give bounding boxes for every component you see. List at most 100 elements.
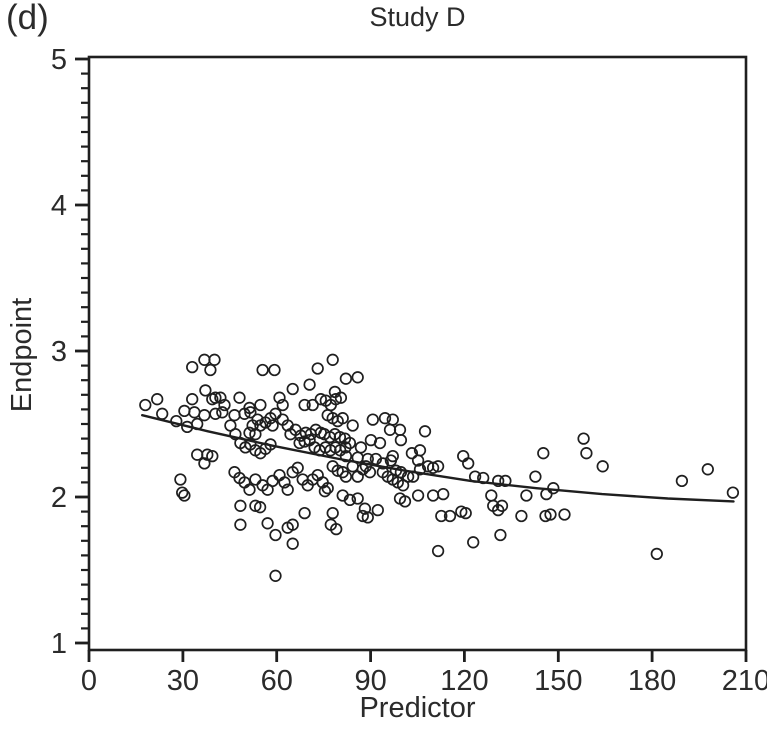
x-tick-label: 120	[440, 665, 488, 697]
data-point	[198, 409, 211, 422]
data-point	[329, 393, 342, 406]
data-point	[139, 398, 152, 412]
data-point	[273, 391, 286, 404]
data-point	[331, 464, 344, 477]
data-point	[218, 398, 231, 412]
data-point	[306, 398, 319, 412]
y-tick-label: 2	[51, 482, 67, 514]
data-point	[186, 360, 199, 374]
chart-title: Study D	[369, 2, 466, 32]
data-point	[339, 372, 353, 385]
data-point	[413, 463, 427, 476]
data-point	[336, 466, 349, 479]
data-point	[378, 412, 392, 425]
data-point	[243, 483, 256, 496]
data-point	[457, 449, 470, 463]
data-point	[726, 486, 740, 499]
data-point	[359, 460, 373, 473]
data-point	[431, 460, 445, 473]
trend-curve	[141, 414, 735, 503]
data-point	[246, 419, 259, 432]
data-point	[537, 447, 550, 460]
data-point	[393, 423, 407, 436]
data-point	[431, 544, 445, 558]
data-point	[291, 461, 304, 474]
data-point	[293, 436, 306, 450]
data-point	[238, 407, 251, 420]
data-point	[266, 419, 279, 432]
data-point	[233, 391, 246, 404]
figure-label: (d)	[6, 0, 49, 37]
data-points	[139, 353, 740, 582]
data-point	[156, 407, 169, 420]
data-point	[261, 517, 274, 530]
data-point	[376, 457, 389, 470]
data-point	[435, 509, 448, 523]
data-point	[228, 409, 241, 422]
data-point	[326, 353, 339, 366]
data-point	[176, 486, 189, 499]
data-point	[276, 398, 289, 412]
data-point	[178, 489, 191, 502]
data-point	[334, 391, 348, 404]
data-point	[386, 413, 399, 426]
data-point	[437, 487, 450, 501]
data-point	[186, 393, 199, 406]
data-point	[366, 413, 379, 426]
data-point	[339, 449, 353, 463]
data-point	[371, 503, 384, 517]
x-axis-title: Predictor	[359, 692, 476, 724]
data-point	[209, 407, 222, 420]
data-point	[405, 447, 419, 460]
data-point	[298, 398, 311, 412]
x-axis: 0 30 60 90 120 150 180 210	[81, 650, 767, 697]
data-point	[411, 489, 425, 502]
data-point	[204, 363, 217, 377]
y-tick-label: 3	[51, 336, 67, 368]
data-point	[494, 528, 507, 542]
data-point	[268, 363, 281, 377]
data-point	[351, 371, 364, 384]
x-tick-label: 180	[628, 665, 676, 697]
data-point	[529, 470, 542, 483]
data-point	[326, 506, 339, 520]
data-point	[492, 474, 505, 488]
y-tick-label: 1	[51, 628, 67, 660]
data-point	[462, 457, 475, 470]
data-point	[151, 393, 164, 406]
data-point	[278, 476, 291, 489]
data-point	[558, 508, 571, 521]
data-point	[495, 499, 509, 512]
data-point	[394, 433, 408, 447]
x-tick-label: 60	[261, 665, 293, 697]
data-point	[443, 509, 457, 523]
data-point	[459, 506, 472, 520]
plot-border	[87, 55, 748, 652]
data-point	[356, 509, 369, 523]
data-point	[580, 447, 593, 460]
data-point	[234, 499, 247, 512]
x-tick-label: 90	[354, 665, 386, 697]
data-point	[539, 509, 552, 523]
data-point	[188, 406, 201, 419]
data-point	[373, 436, 387, 450]
data-point	[198, 457, 211, 470]
data-point	[418, 425, 432, 438]
y-axis: 1 2 3 4 5	[51, 44, 89, 660]
data-point	[330, 522, 343, 536]
data-point	[354, 441, 368, 454]
data-point	[515, 509, 528, 523]
data-point	[499, 474, 512, 488]
x-tick-label: 150	[534, 665, 582, 697]
data-point	[426, 489, 440, 502]
data-point	[336, 412, 349, 425]
data-point	[234, 518, 247, 531]
y-tick-label: 4	[51, 190, 67, 222]
data-point	[253, 501, 267, 514]
data-point	[467, 536, 480, 549]
data-point	[249, 473, 262, 486]
data-point	[596, 460, 609, 473]
data-point	[303, 378, 316, 391]
data-point	[383, 423, 397, 436]
